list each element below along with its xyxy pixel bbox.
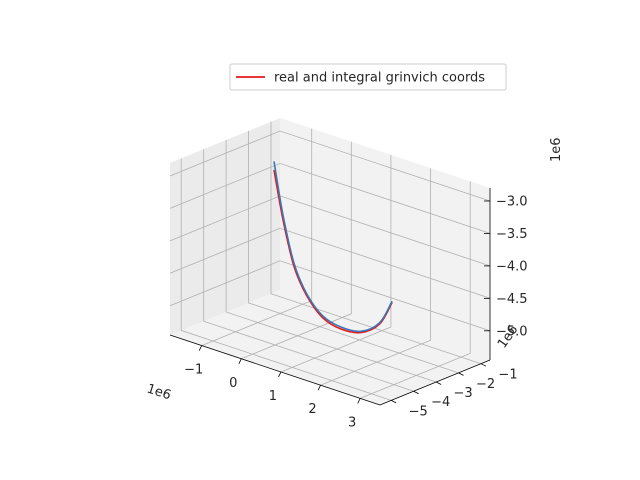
series-line-2 [273,161,393,333]
z-grid-line [169,130,491,202]
x-offset-label: 1e6 [145,382,173,404]
x-tick-mark [357,398,361,404]
x-grid-line [201,128,313,346]
legend-label: real and integral grinvich coords [274,71,485,86]
y-tick-label: −5 [409,404,428,419]
z-grid-line [169,227,491,299]
left-pane [170,118,280,335]
x-grid-line [241,141,352,360]
y-grid-line [225,140,437,383]
x-tick-label: −1 [184,363,203,378]
series-lines [273,161,393,334]
y-tick-mark [391,400,397,404]
x-tick-mark [317,385,321,391]
back-pane [280,118,490,360]
x-tick-label: 2 [308,402,316,417]
legend: real and integral grinvich coords [229,63,507,91]
x-tick-label: 1 [269,389,277,404]
y-grid-line [248,130,459,374]
y-grid-line [270,121,482,365]
z-tick-label: −3.0 [496,194,528,209]
z-grid-line [169,162,491,234]
z-tick-label: −3.5 [496,227,528,242]
x-tick-mark [198,345,203,351]
y-tick-label: −2 [476,377,495,392]
x-grid-line [360,181,471,399]
z-tick-label: −4.0 [496,259,528,274]
y-tick-label: −1 [498,368,517,383]
floor-pane [170,290,490,405]
axis-offsets: 1e6 1e6 1e6 [145,137,564,403]
y-tick-label: −3 [454,386,473,401]
axis-panes [170,118,490,405]
y-tick-label: −4 [431,395,450,410]
x-grid-line [320,168,432,386]
x-tick-label: 0 [229,376,237,391]
x-tick-label: 3 [348,415,356,430]
y-tick-mark [458,372,464,376]
series-line-1 [273,169,393,334]
grid-lines [169,121,491,401]
x-axis-line [169,334,381,406]
y-tick-mark [435,381,442,385]
legend-frame [229,63,507,91]
x-grid-line [280,155,392,373]
z-tick-label: −5.0 [496,324,528,339]
y-grid-line [180,158,392,401]
y-tick-mark [480,363,487,367]
y-tick-mark [413,390,419,395]
axis-lines [169,188,491,406]
z-offset-label: 1e6 [549,137,564,162]
y-axis-line [379,359,491,406]
x-tick-mark [278,371,282,378]
z-tick-label: −4.5 [496,292,528,307]
x-tick-mark [238,358,242,364]
z-grid-line [169,260,491,332]
y-grid-line [203,149,414,392]
